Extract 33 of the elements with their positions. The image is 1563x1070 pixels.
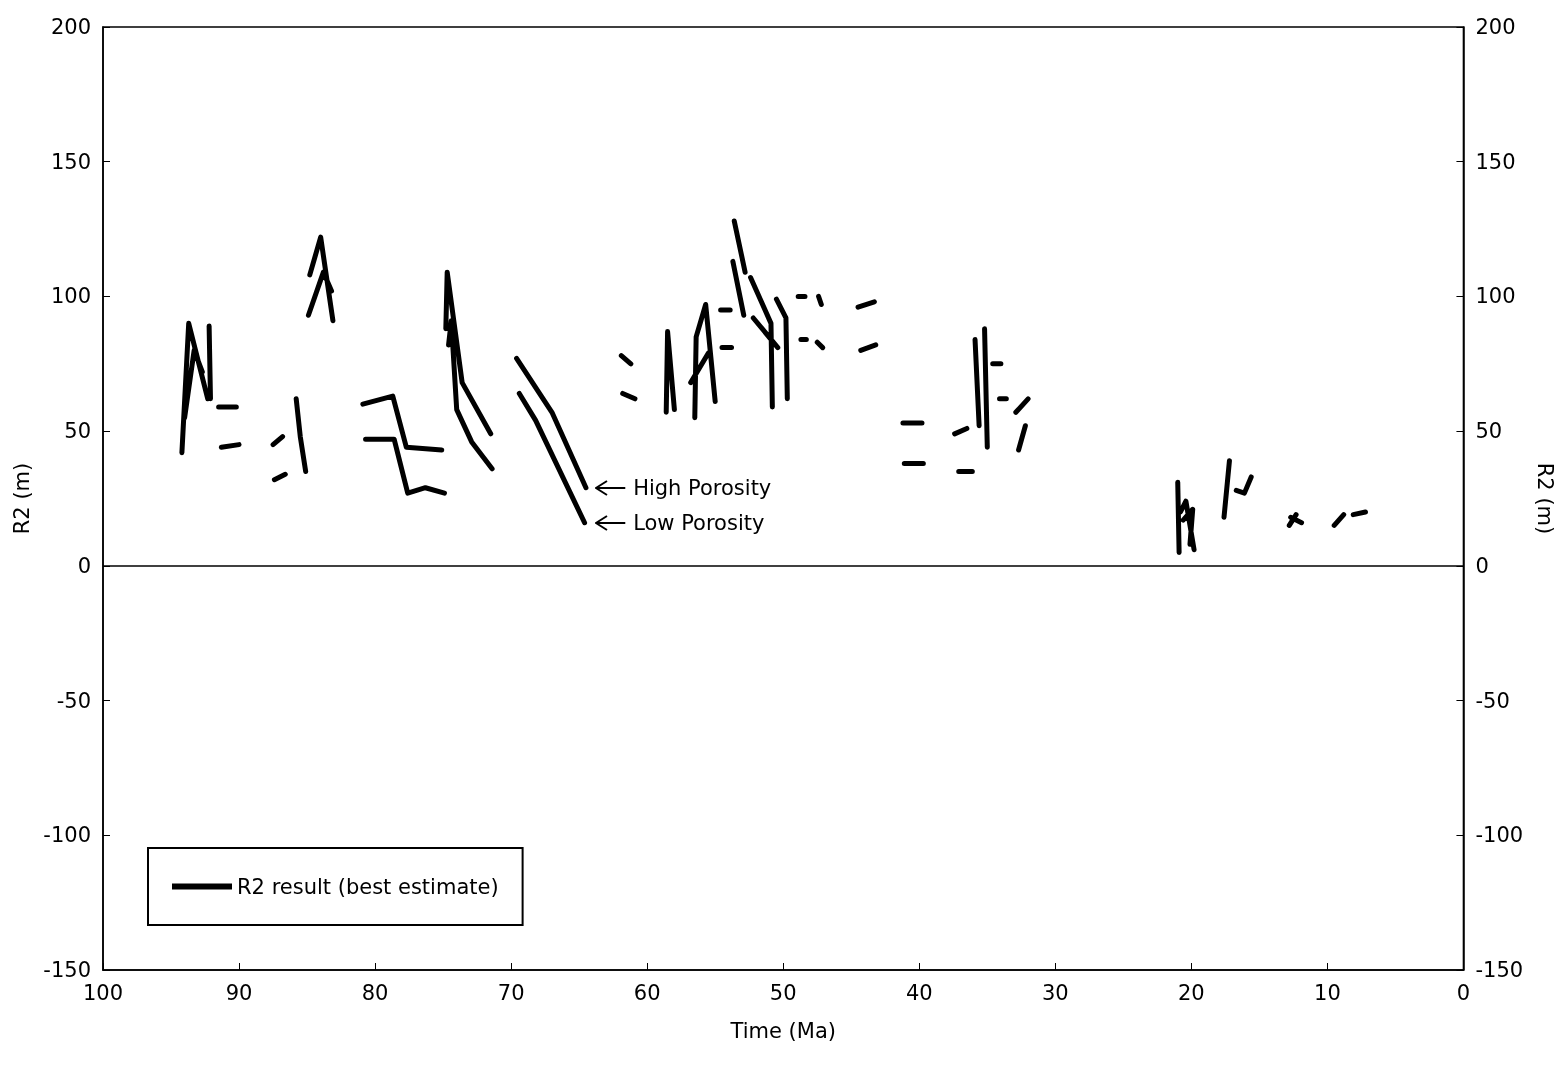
y2-tick-label: -50 <box>1475 688 1510 713</box>
y-tick-label: 200 <box>50 15 91 39</box>
y2-tick-label: 0 <box>1475 553 1489 578</box>
y2-tick-label: 100 <box>1475 284 1516 309</box>
y2-tick-label: 50 <box>1475 419 1503 444</box>
x-tick-label: 70 <box>497 980 525 1005</box>
annotation: High Porosity <box>633 475 772 500</box>
x-tick-label: 80 <box>361 980 389 1005</box>
x-tick-label: 50 <box>769 980 797 1005</box>
y2-axis-title: R2 (m) <box>1532 462 1557 535</box>
y-axis-title: R2 (m) <box>9 462 34 535</box>
y2-tick-label: -150 <box>1475 958 1524 982</box>
x-tick-label: 30 <box>1041 980 1069 1005</box>
x-tick-label: 0 <box>1456 980 1471 1005</box>
x-axis-title: Time (Ma) <box>729 1018 836 1043</box>
legend-label: R2 result (best estimate) <box>237 874 499 899</box>
y-tick-label: -150 <box>43 958 91 982</box>
y2-tick-label: 150 <box>1475 149 1516 174</box>
y-tick-label: 150 <box>50 149 91 174</box>
x-tick-label: 60 <box>633 980 661 1005</box>
y-tick-label: 100 <box>50 284 91 309</box>
y-tick-label: -100 <box>43 823 91 848</box>
y2-tick-label: 200 <box>1475 15 1516 39</box>
annotation: Low Porosity <box>633 510 765 535</box>
x-tick-label: 40 <box>905 980 933 1005</box>
x-tick-label: 20 <box>1177 980 1205 1005</box>
y-tick-label: -50 <box>56 688 91 713</box>
y2-tick-label: -100 <box>1475 823 1524 848</box>
x-tick-label: 90 <box>225 980 253 1005</box>
x-tick-label: 10 <box>1314 980 1341 1005</box>
x-tick-label: 100 <box>82 980 124 1005</box>
y-tick-label: 0 <box>77 553 91 578</box>
y-tick-label: 50 <box>64 419 91 444</box>
